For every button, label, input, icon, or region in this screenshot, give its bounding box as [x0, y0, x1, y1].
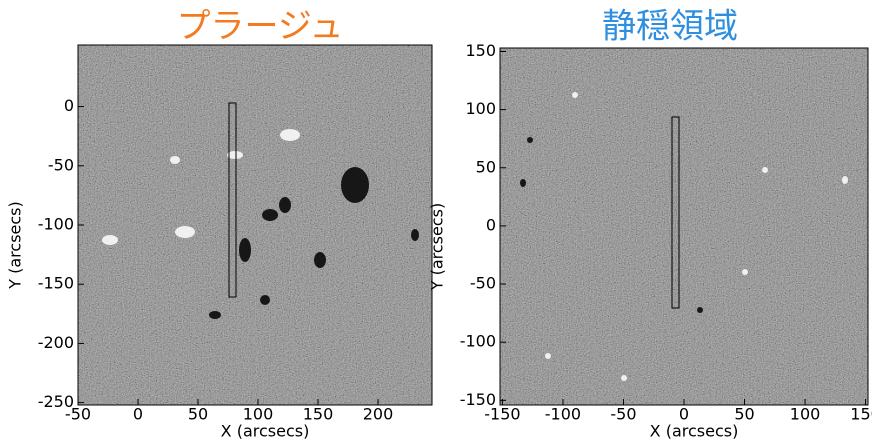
magnetic-feature [697, 307, 703, 313]
y-tick-label: -50 [48, 155, 74, 174]
magnetic-feature [170, 156, 180, 164]
magnetic-feature [280, 129, 300, 141]
magnetic-feature [314, 252, 326, 268]
magnetic-feature [260, 295, 270, 305]
x-tick-label: -50 [610, 405, 636, 424]
y-tick-label: 0 [64, 96, 74, 115]
figure: プラージュ -50 0 50 100 150 200 0 -50 -100 -150 -200 -250… [0, 0, 872, 442]
y-tick-label: 50 [476, 157, 496, 176]
magnetic-feature [742, 269, 748, 275]
y-tick-label: -150 [460, 390, 496, 409]
magnetic-feature [262, 209, 278, 221]
y-tick-label: 100 [465, 99, 496, 118]
magnetic-feature [762, 167, 768, 173]
magnetic-feature [279, 197, 291, 213]
magnetic-feature [527, 137, 533, 143]
magnetic-feature [520, 179, 526, 187]
y-axis-label: Y (arcsecs) [428, 203, 447, 291]
magnetic-feature [411, 229, 419, 241]
magnetic-feature [102, 235, 118, 245]
x-tick-label: -100 [545, 405, 581, 424]
chart-title: プラージュ [177, 7, 344, 47]
magnetic-feature [239, 238, 251, 262]
magnetic-feature [621, 375, 627, 381]
magnetogram-noise [78, 45, 432, 405]
magnetic-feature [545, 353, 551, 359]
x-axis-label: X (arcsecs) [650, 422, 739, 441]
x-tick-label: 50 [188, 405, 208, 424]
x-tick-label: 200 [363, 405, 394, 424]
y-tick-label: -200 [38, 333, 74, 352]
y-tick-label: -250 [38, 392, 74, 411]
magnetogram-noise [500, 48, 868, 405]
page: {"chart_data": [ {"type": "image", "titl… [0, 0, 872, 442]
y-tick-label: -100 [460, 332, 496, 351]
x-tick-label: 100 [790, 405, 821, 424]
y-tick-label: -50 [470, 274, 496, 293]
y-tick-label: 0 [486, 215, 496, 234]
magnetic-feature [341, 167, 369, 203]
magnetic-feature [175, 226, 195, 238]
x-tick-label: 0 [133, 405, 143, 424]
y-tick-label: 150 [465, 41, 496, 60]
y-tick-label: -100 [38, 215, 74, 234]
panel: 静穏領域-150-100-50050100150150100500-50-100… [428, 7, 872, 441]
magnetic-feature [842, 176, 848, 184]
y-tick-label: -150 [38, 274, 74, 293]
y-axis-label: Y (arcsecs) [6, 201, 25, 289]
magnetic-feature [572, 92, 578, 98]
x-tick-label: 150 [850, 405, 872, 424]
magnetic-feature [209, 311, 221, 319]
chart-title: 静穏領域 [602, 7, 738, 47]
x-axis-label: X (arcsecs) [221, 422, 310, 441]
